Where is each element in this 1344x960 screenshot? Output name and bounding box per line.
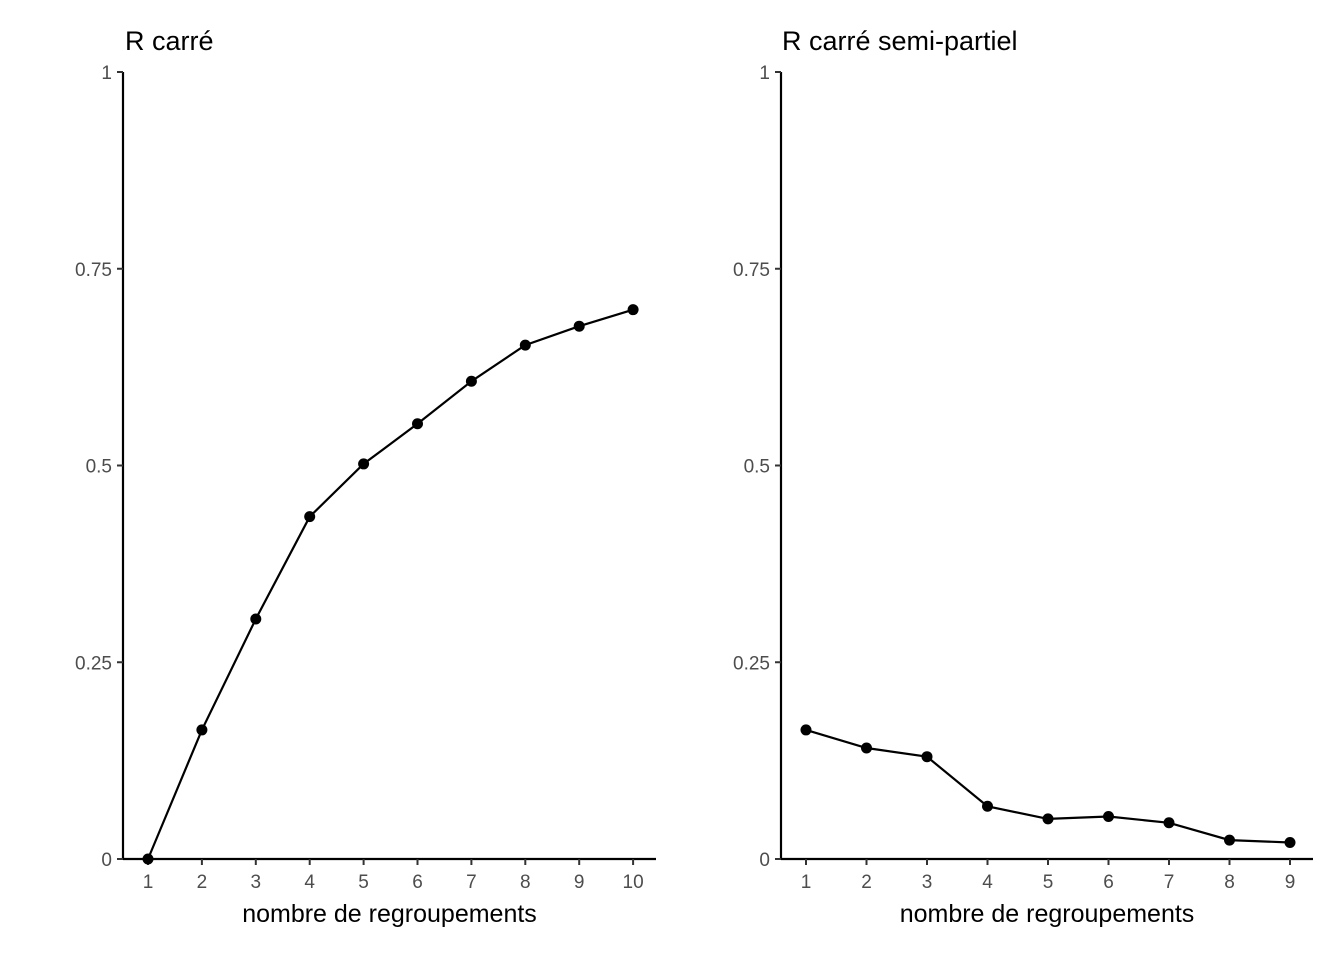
- x-tick-label: 2: [197, 872, 208, 893]
- data-point: [412, 418, 423, 430]
- x-tick-label: 1: [143, 872, 154, 893]
- x-tick-label: 5: [1043, 872, 1054, 893]
- x-tick-label: 8: [520, 872, 531, 893]
- y-tick-label: 1: [101, 63, 112, 84]
- x-tick-label: 10: [623, 872, 644, 893]
- x-tick-label: 6: [1103, 872, 1114, 893]
- y-tick-label: 0: [759, 850, 770, 871]
- data-point: [921, 751, 933, 763]
- y-tick-label: 0.75: [75, 260, 112, 281]
- y-tick-label: 0.25: [733, 653, 770, 674]
- y-tick-label: 0.25: [75, 653, 112, 674]
- chart-title: R carré semi-partiel: [782, 26, 1018, 56]
- x-tick-label: 8: [1224, 872, 1235, 893]
- data-point: [358, 458, 370, 470]
- x-tick-label: 4: [982, 872, 993, 893]
- panel-r-carre-semi-partiel: R carré semi-partiel 0 0.25 0.5 0.75 1 1 2 3 4 5 6 7…: [733, 26, 1313, 928]
- data-point: [304, 511, 316, 523]
- x-axis-title: nombre de regroupements: [900, 900, 1195, 928]
- series-line: [146, 308, 634, 860]
- x-tick-label: 1: [801, 872, 812, 893]
- data-point: [519, 339, 531, 351]
- data-point: [465, 375, 477, 387]
- x-tick-label: 6: [412, 872, 423, 893]
- x-tick-label: 3: [251, 872, 262, 893]
- y-tick-label: 1: [759, 63, 770, 84]
- y-tick-label: 0: [101, 850, 112, 871]
- x-tick-label: 5: [358, 872, 369, 893]
- data-point: [1103, 811, 1114, 823]
- data-point: [1284, 836, 1296, 848]
- data-point: [196, 724, 208, 736]
- data-point: [250, 613, 262, 625]
- data-point: [800, 724, 812, 736]
- data-point: [982, 800, 993, 812]
- x-tick-label: 4: [304, 872, 315, 893]
- data-point: [1163, 817, 1175, 829]
- data-point: [861, 742, 872, 754]
- x-tick-label: 9: [574, 872, 585, 893]
- x-tick-label: 7: [466, 872, 477, 893]
- x-tick-label: 9: [1285, 872, 1296, 893]
- data-point: [1042, 813, 1054, 825]
- x-axis-title: nombre de regroupements: [242, 900, 537, 928]
- x-tick-label: 2: [861, 872, 872, 893]
- series-line: [805, 728, 1291, 844]
- y-tick-label: 0.75: [733, 260, 770, 281]
- x-tick-label: 3: [922, 872, 933, 893]
- chart-title: R carré: [125, 26, 214, 56]
- panel-r-carre: R carré 0 0.25 0.5 0.75 1 1 2 3 4 5 6 7 8 9 10 nombre de…: [75, 26, 656, 928]
- x-tick-label: 7: [1164, 872, 1175, 893]
- y-tick-label: 0.5: [86, 457, 112, 478]
- data-point: [573, 320, 585, 332]
- data-point: [142, 853, 154, 865]
- data-point: [1224, 834, 1235, 846]
- y-tick-label: 0.5: [744, 457, 770, 478]
- data-point: [627, 304, 639, 316]
